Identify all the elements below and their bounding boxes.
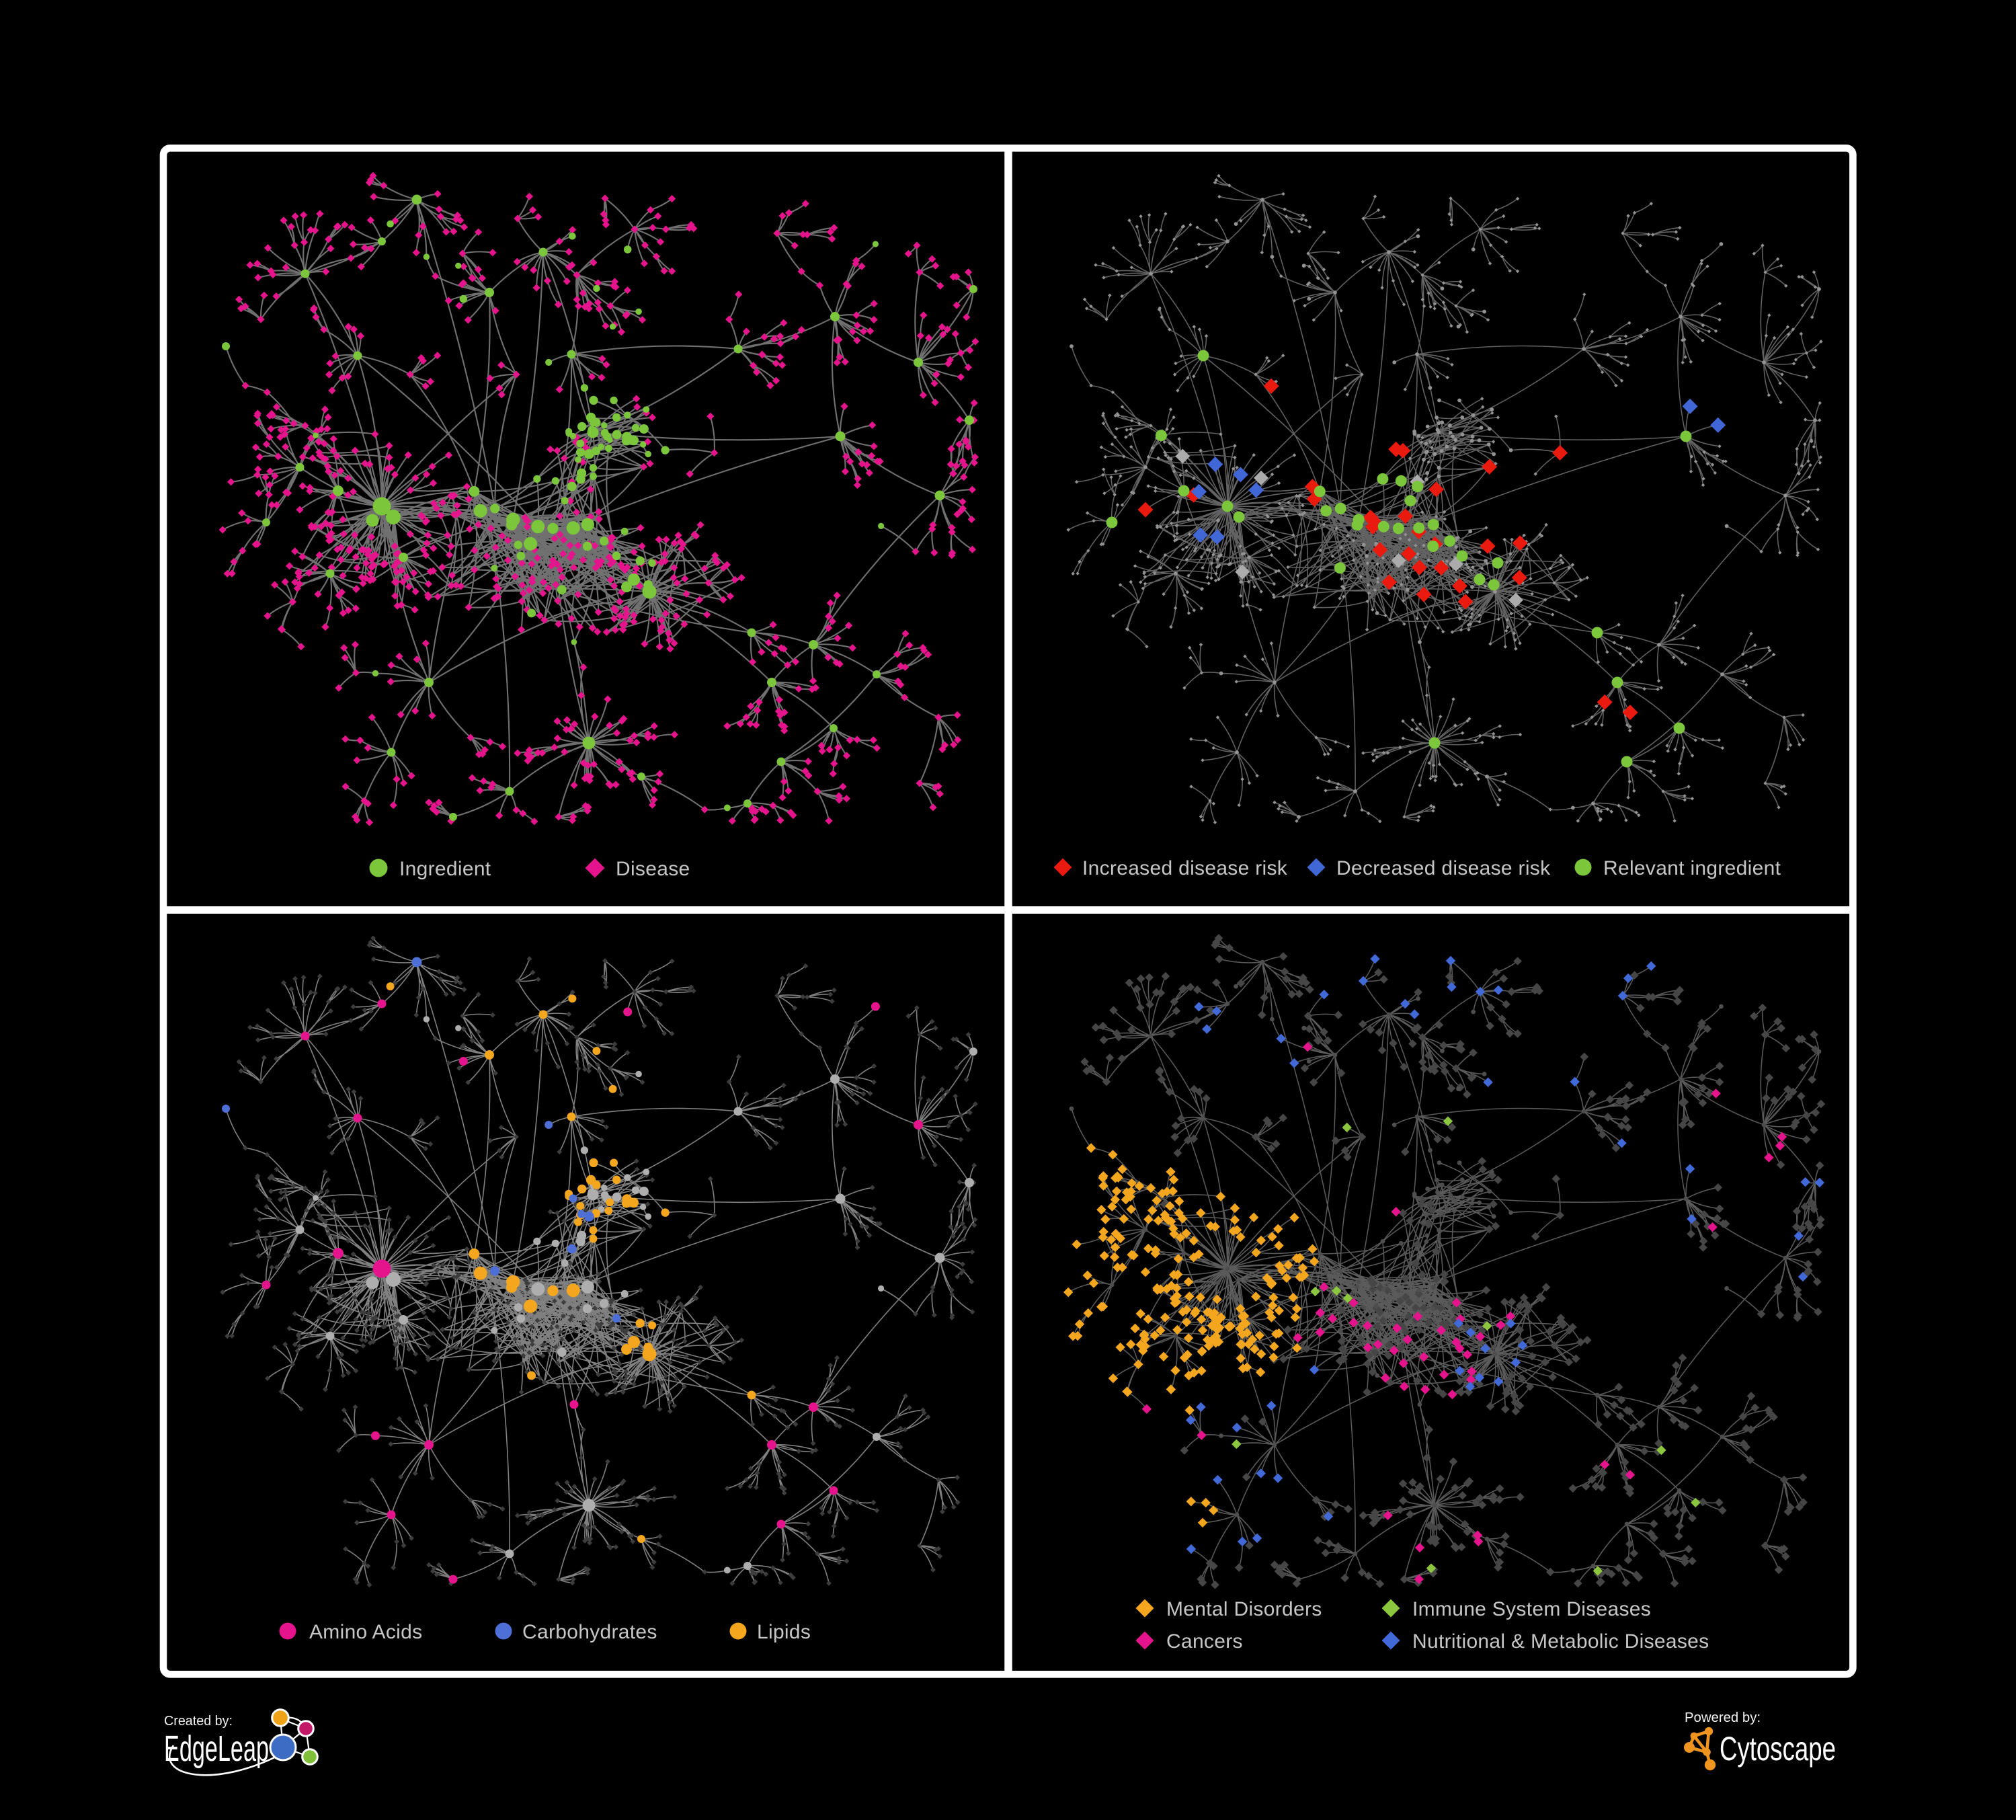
svg-text:Decreased disease risk: Decreased disease risk: [1336, 857, 1551, 879]
svg-text:Amino Acids: Amino Acids: [309, 1621, 422, 1643]
svg-text:Mental Disorders: Mental Disorders: [1166, 1598, 1322, 1620]
svg-text:Lipids: Lipids: [757, 1621, 811, 1643]
svg-text:Cytoscape: Cytoscape: [1720, 1730, 1836, 1768]
svg-text:Disease: Disease: [616, 858, 690, 880]
svg-text:Powered by:: Powered by:: [1685, 1710, 1761, 1725]
svg-text:Created by:: Created by:: [164, 1714, 233, 1729]
svg-text:Relevant ingredient: Relevant ingredient: [1603, 857, 1781, 879]
svg-text:Cancers: Cancers: [1166, 1630, 1243, 1653]
svg-text:Carbohydrates: Carbohydrates: [522, 1621, 657, 1643]
svg-text:Immune System Diseases: Immune System Diseases: [1412, 1598, 1651, 1620]
svg-text:Nutritional & Metabolic Diseas: Nutritional & Metabolic Diseases: [1412, 1630, 1709, 1653]
svg-text:Ingredient: Ingredient: [399, 858, 491, 880]
svg-text:Increased disease risk: Increased disease risk: [1082, 857, 1288, 879]
svg-text:EdgeLeap: EdgeLeap: [164, 1729, 269, 1769]
